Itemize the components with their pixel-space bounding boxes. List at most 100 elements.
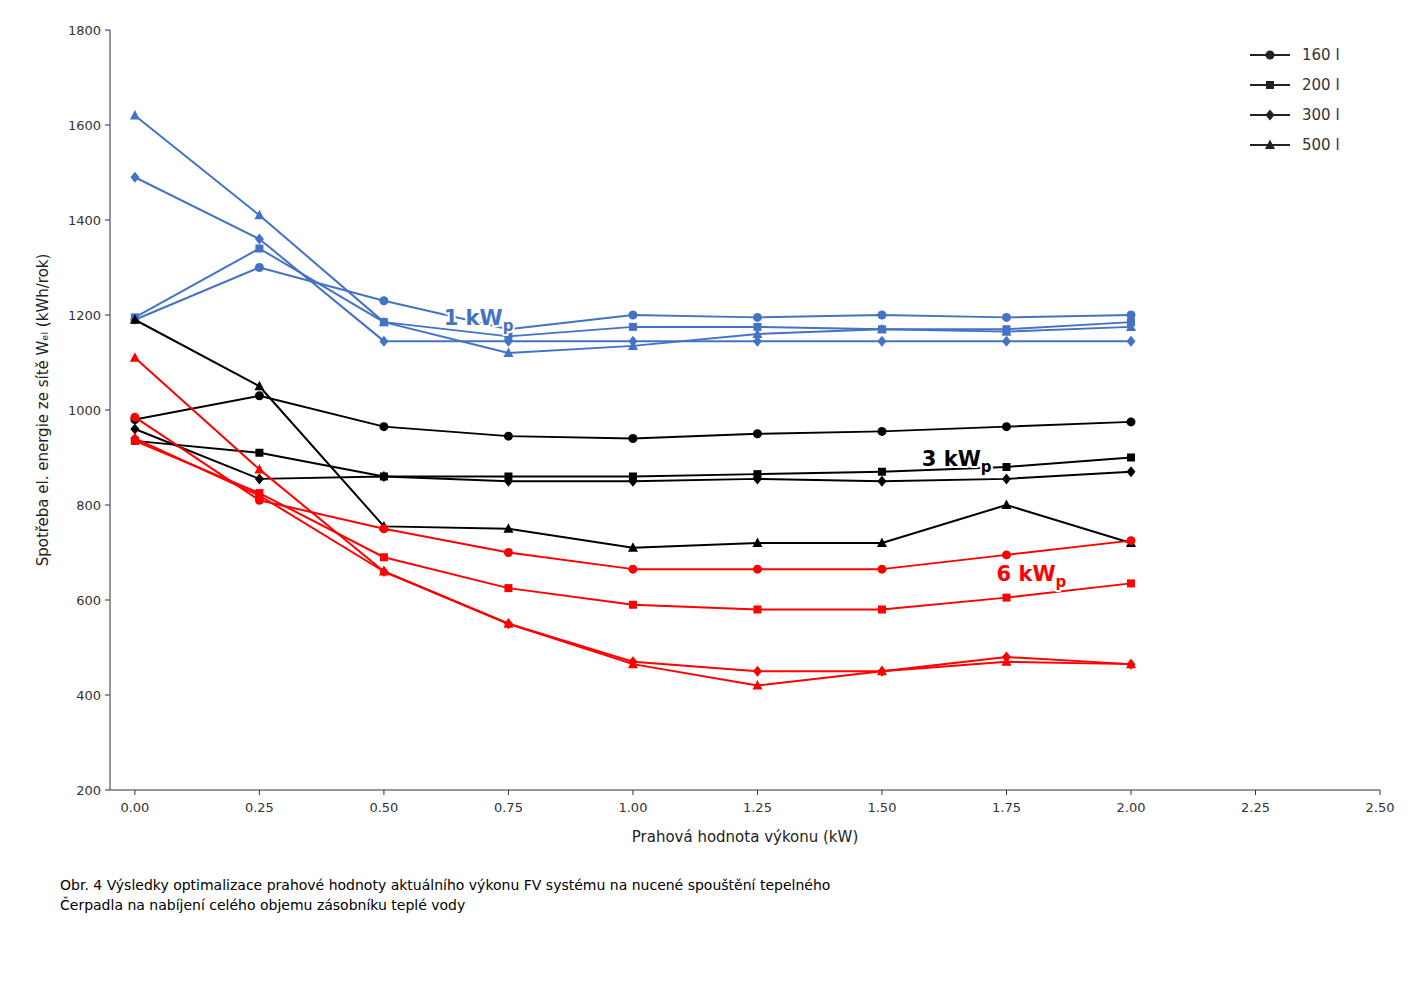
data-point bbox=[1127, 579, 1135, 587]
data-point bbox=[255, 490, 264, 501]
data-point bbox=[1126, 336, 1135, 347]
data-point bbox=[255, 473, 264, 484]
series bbox=[131, 245, 1135, 341]
x-tick-label: 2.50 bbox=[1366, 800, 1395, 815]
data-point bbox=[130, 172, 139, 183]
annotation-text: 3 kW bbox=[922, 447, 981, 471]
x-tick bbox=[881, 790, 882, 795]
data-point bbox=[877, 476, 886, 487]
series bbox=[130, 424, 1135, 487]
data-point bbox=[1002, 550, 1011, 559]
data-point bbox=[503, 618, 513, 628]
y-tick-label: 600 bbox=[76, 593, 101, 608]
legend-item: 300 l bbox=[1250, 106, 1340, 124]
data-point bbox=[753, 606, 761, 614]
x-axis-line bbox=[110, 790, 1380, 791]
axes: 0.000.250.500.751.001.251.501.752.002.25… bbox=[68, 23, 1395, 816]
annotation-subscript: p bbox=[981, 458, 992, 476]
data-point bbox=[878, 468, 886, 476]
y-tick bbox=[105, 695, 110, 696]
x-tick-label: 2.00 bbox=[1117, 800, 1146, 815]
data-point bbox=[877, 427, 886, 436]
y-tick-label: 1200 bbox=[68, 308, 101, 323]
legend-label: 160 l bbox=[1302, 46, 1340, 64]
series-line bbox=[135, 177, 1131, 341]
caption-line: Obr. 4 Výsledky optimalizace prahové hod… bbox=[60, 877, 830, 893]
data-point bbox=[255, 245, 263, 253]
series bbox=[130, 263, 1135, 334]
data-point bbox=[1001, 500, 1011, 510]
x-tick bbox=[1006, 790, 1007, 795]
data-point bbox=[1001, 656, 1011, 666]
series bbox=[130, 433, 1135, 677]
y-tick-label: 1000 bbox=[68, 403, 101, 418]
x-tick-label: 1.50 bbox=[867, 800, 896, 815]
data-point bbox=[1126, 659, 1136, 669]
data-point bbox=[753, 313, 762, 322]
legend-item: 200 l bbox=[1250, 76, 1340, 94]
caption-line: Čerpadla na nabíjení celého objemu zásob… bbox=[60, 896, 465, 913]
annotations: 1 kWp 3 kWp 6 kWp bbox=[444, 306, 1067, 591]
x-tick bbox=[383, 790, 384, 795]
x-tick bbox=[508, 790, 509, 795]
data-point bbox=[504, 476, 513, 487]
data-point bbox=[1002, 313, 1011, 322]
data-point bbox=[877, 538, 887, 548]
data-point bbox=[379, 296, 388, 305]
y-tick bbox=[105, 790, 110, 791]
legend-item: 160 l bbox=[1250, 46, 1340, 64]
y-tick bbox=[105, 125, 110, 126]
data-point bbox=[628, 340, 638, 350]
x-tick bbox=[757, 790, 758, 795]
data-point bbox=[255, 449, 263, 457]
data-point bbox=[877, 565, 886, 574]
data-point bbox=[1002, 336, 1011, 347]
x-tick-label: 1.75 bbox=[992, 800, 1021, 815]
data-point bbox=[753, 666, 762, 677]
y-tick-label: 1400 bbox=[68, 213, 101, 228]
annotation: 6 kWp bbox=[997, 562, 1067, 591]
data-point bbox=[379, 524, 388, 533]
y-tick-label: 800 bbox=[76, 498, 101, 513]
data-point bbox=[379, 336, 388, 347]
y-tick bbox=[105, 410, 110, 411]
data-point bbox=[130, 424, 139, 435]
data-point bbox=[504, 336, 513, 347]
legend-item: 500 l bbox=[1250, 136, 1340, 154]
data-point bbox=[503, 348, 513, 358]
data-point bbox=[753, 429, 762, 438]
data-point bbox=[254, 464, 264, 474]
y-tick-label: 200 bbox=[76, 783, 101, 798]
data-point bbox=[379, 471, 388, 482]
annotation: 1 kWp bbox=[444, 306, 514, 335]
data-point bbox=[130, 352, 140, 362]
data-point bbox=[504, 432, 513, 441]
data-point bbox=[503, 523, 513, 533]
data-point bbox=[877, 324, 887, 334]
data-point bbox=[628, 659, 638, 669]
data-point bbox=[130, 433, 139, 444]
series bbox=[130, 352, 1136, 689]
series-line bbox=[135, 396, 1131, 439]
data-point bbox=[752, 680, 762, 690]
x-tick bbox=[259, 790, 260, 795]
background bbox=[0, 0, 1416, 985]
annotation: 3 kWp bbox=[922, 447, 992, 476]
x-tick bbox=[1130, 790, 1131, 795]
series bbox=[130, 110, 1136, 357]
data-point bbox=[254, 381, 264, 391]
data-point bbox=[1126, 417, 1135, 426]
x-tick bbox=[632, 790, 633, 795]
series-line bbox=[135, 358, 1131, 686]
series-line bbox=[135, 439, 1131, 672]
legend-label: 200 l bbox=[1302, 76, 1340, 94]
data-point bbox=[379, 422, 388, 431]
y-tick-label: 400 bbox=[76, 688, 101, 703]
data-point bbox=[752, 538, 762, 548]
data-point bbox=[1002, 422, 1011, 431]
data-point bbox=[1002, 594, 1010, 602]
data-point bbox=[504, 584, 512, 592]
series-line bbox=[135, 320, 1131, 548]
y-tick bbox=[105, 30, 110, 31]
y-tick bbox=[105, 600, 110, 601]
